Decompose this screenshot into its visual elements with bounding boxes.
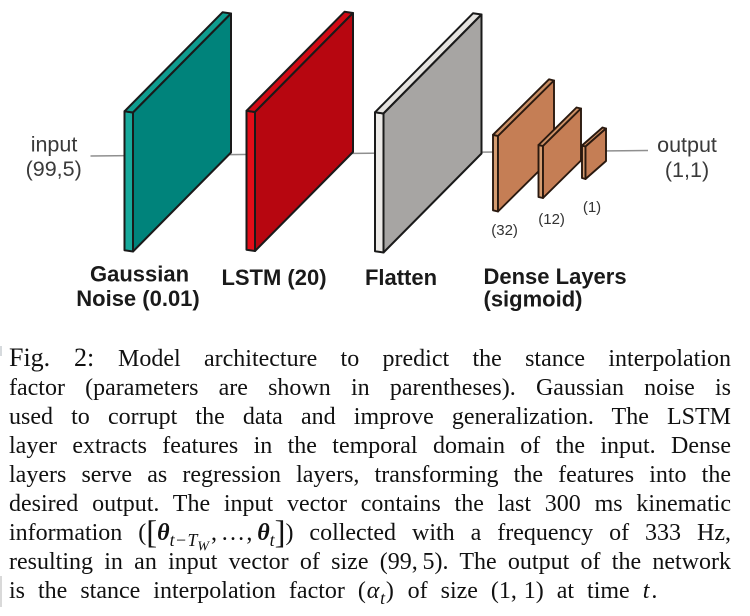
- svg-text:(1): (1): [583, 199, 601, 216]
- svg-text:(sigmoid): (sigmoid): [484, 286, 583, 311]
- svg-text:(1,1): (1,1): [665, 158, 709, 182]
- svg-text:input: input: [31, 133, 78, 157]
- svg-text:(12): (12): [538, 211, 565, 228]
- svg-text:LSTM (20): LSTM (20): [221, 265, 326, 290]
- svg-text:(99,5): (99,5): [26, 157, 82, 181]
- svg-text:Gaussian: Gaussian: [90, 262, 189, 287]
- svg-text:output: output: [657, 133, 717, 157]
- svg-text:Flatten: Flatten: [365, 265, 437, 290]
- svg-text:(32): (32): [491, 222, 518, 239]
- svg-text:Noise (0.01): Noise (0.01): [76, 286, 200, 311]
- svg-text:Dense Layers: Dense Layers: [484, 264, 627, 289]
